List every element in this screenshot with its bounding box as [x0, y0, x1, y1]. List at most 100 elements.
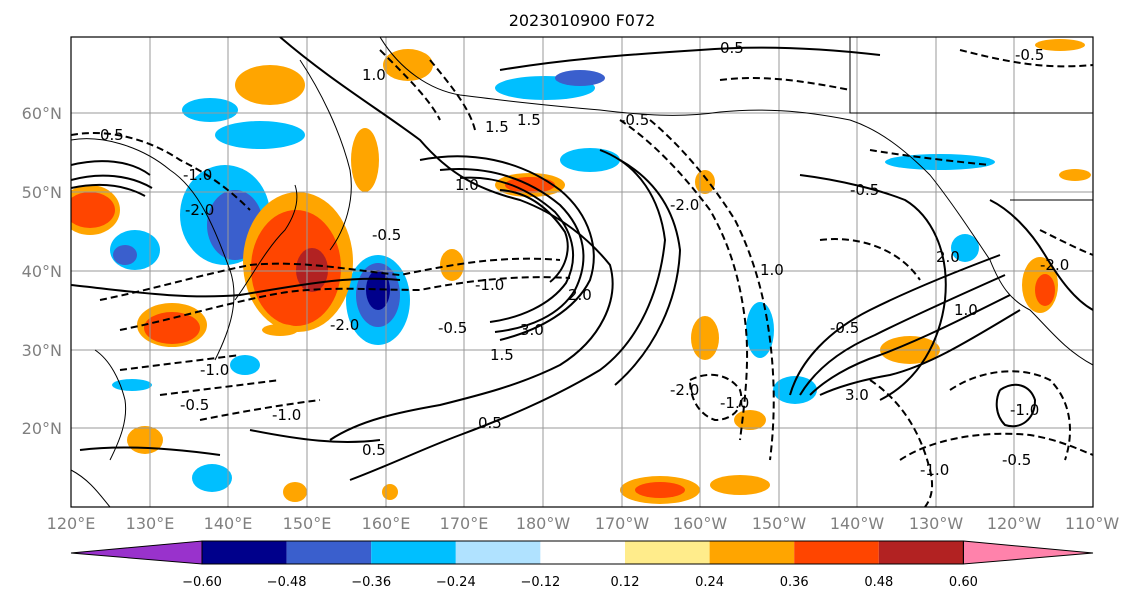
negative-anomaly-patch	[182, 98, 238, 122]
contour-label: -0.5	[1002, 451, 1031, 469]
contour-label: -1.0	[1010, 401, 1039, 419]
colorbar-segment	[540, 541, 625, 564]
negative-anomaly-patch	[885, 154, 995, 170]
negative-anomaly-patch	[215, 121, 305, 149]
negative-anomaly-patch	[951, 234, 979, 262]
contour-label: 0.5	[362, 441, 386, 459]
contour-label: -1.0	[200, 361, 229, 379]
colorbar-segment	[455, 541, 541, 564]
colorbar-tick-label: 0.36	[780, 575, 809, 590]
positive-anomaly-patch	[382, 484, 398, 500]
lon-label: 120°W	[987, 514, 1042, 533]
colorbar-tick-label: −0.24	[436, 575, 476, 590]
contour-label: 1.0	[362, 66, 386, 84]
contour-label: 0.5	[720, 39, 744, 57]
contour-label: -2.0	[1040, 256, 1069, 274]
solid-contours	[71, 37, 1093, 481]
positive-anomaly-patch	[127, 426, 163, 454]
colorbar: −0.60 −0.48 −0.36 −0.24 −0.12 0.12 0.24 …	[70, 540, 1094, 590]
positive-anomaly-patch	[235, 65, 305, 105]
contour-label: -1.0	[272, 406, 301, 424]
longitude-labels: 120°E 130°E 140°E 150°E 160°E 170°E 180°…	[47, 514, 1120, 533]
colorbar-border	[201, 540, 964, 565]
contour-label: 1.0	[455, 176, 479, 194]
colorbar-tick-label: −0.48	[267, 575, 307, 590]
negative-anomaly-patch	[773, 376, 817, 404]
dashed-contours	[71, 49, 1093, 507]
positive-anomaly-patch	[296, 248, 328, 292]
contour-label: 0.5	[478, 414, 502, 432]
colorbar-tick-label: 0.60	[949, 575, 978, 590]
lon-label: 170°W	[595, 514, 650, 533]
lon-label: 130°W	[909, 514, 964, 533]
colorbar-tick-label: 0.12	[611, 575, 640, 590]
lat-label: 30°N	[22, 341, 62, 360]
lat-label: 50°N	[22, 183, 62, 202]
contour-label: -2.0	[670, 381, 699, 399]
colorbar-tick-label: −0.60	[182, 575, 222, 590]
contour-label: -0.5	[180, 396, 209, 414]
colorbar-segment	[625, 541, 710, 564]
colorbar-segment	[709, 541, 795, 564]
negative-anomaly-patch	[366, 270, 390, 310]
contour-label: -0.5	[1015, 46, 1044, 64]
lon-label: 140°W	[830, 514, 885, 533]
positive-anomaly-patch	[1035, 39, 1085, 51]
lat-label: 40°N	[22, 262, 62, 281]
contour-label: 3.0	[520, 321, 544, 339]
positive-anomaly-patch	[734, 410, 766, 430]
colorbar-tick-label: 0.24	[695, 575, 724, 590]
contour-label: -1.0	[475, 276, 504, 294]
lon-label: 130°E	[126, 514, 175, 533]
colorbar-segment	[794, 541, 879, 564]
positive-anomaly-patch	[144, 312, 200, 344]
positive-anomaly-patch	[1059, 169, 1091, 181]
lon-label: 170°E	[440, 514, 489, 533]
lon-label: 160°W	[673, 514, 728, 533]
positive-anomaly-patch	[695, 170, 715, 194]
contour-label: -0.5	[620, 111, 649, 129]
negative-anomaly-patch	[560, 148, 620, 172]
positive-anomaly-patch	[635, 482, 685, 498]
lon-label: 140°E	[204, 514, 253, 533]
contour-label: 1.0	[954, 301, 978, 319]
contour-label: -1.0	[920, 461, 949, 479]
contour-label: 1.5	[490, 346, 514, 364]
colorbar-tick-label: −0.36	[351, 575, 391, 590]
lon-label: 110°W	[1065, 514, 1120, 533]
contour-label: -0.5	[438, 319, 467, 337]
positive-anomaly-patch	[691, 316, 719, 360]
contour-label: -2.0	[670, 196, 699, 214]
contour-label: 1.5	[485, 118, 509, 136]
negative-anomaly-patch	[555, 70, 605, 86]
colorbar-segment	[371, 541, 456, 564]
lat-label: 20°N	[22, 419, 62, 438]
map-border	[70, 36, 1094, 508]
contour-label: -0.5	[830, 319, 859, 337]
coastlines	[71, 37, 1093, 507]
negative-anomaly-patch	[113, 245, 137, 265]
positive-anomaly-patch	[351, 128, 379, 192]
contour-label: 0.5	[100, 126, 124, 144]
negative-anomaly-patch	[112, 379, 152, 391]
contour-label: -1.0	[720, 394, 749, 412]
contour-label: -2.0	[185, 201, 214, 219]
contour-label: -0.5	[372, 226, 401, 244]
dashed-contour-labels: -0.5 -1.0 -2.0 -2.0 -0.5 -0.5 -1.0 -1.0 …	[180, 46, 1069, 479]
contour-label: 2.0	[936, 248, 960, 266]
lat-label: 60°N	[22, 104, 62, 123]
negative-anomaly-patch	[230, 355, 260, 375]
contour-label: 1.0	[760, 261, 784, 279]
contour-label: -1.0	[183, 166, 212, 184]
contour-label: -2.0	[330, 316, 359, 334]
colorbar-extend-high	[962, 540, 1094, 565]
negative-anomaly-patch	[192, 464, 232, 492]
lon-label: 160°E	[362, 514, 411, 533]
contour-label: 2.0	[568, 286, 592, 304]
latitude-labels: 60°N 50°N 40°N 30°N 20°N	[22, 104, 62, 438]
lon-label: 150°E	[283, 514, 332, 533]
contour-label: 1.5	[517, 111, 541, 129]
positive-anomaly-patch	[1035, 274, 1055, 306]
colorbar-segment	[878, 541, 964, 564]
positive-anomaly-patch	[710, 475, 770, 495]
